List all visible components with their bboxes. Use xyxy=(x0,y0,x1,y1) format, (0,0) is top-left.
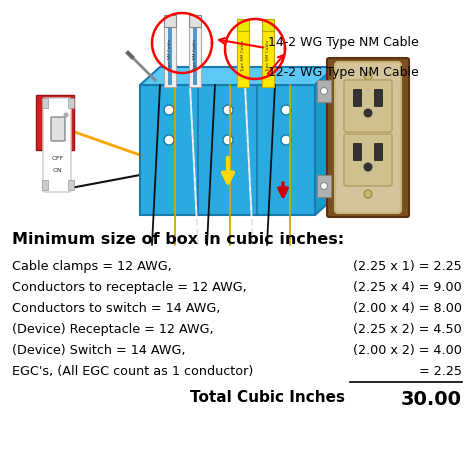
FancyBboxPatch shape xyxy=(51,117,65,141)
FancyBboxPatch shape xyxy=(335,62,401,213)
Bar xyxy=(193,27,197,85)
Bar xyxy=(262,19,274,31)
Circle shape xyxy=(64,112,69,118)
Circle shape xyxy=(320,182,328,190)
FancyBboxPatch shape xyxy=(344,134,392,186)
Bar xyxy=(262,30,274,87)
Polygon shape xyxy=(140,67,335,85)
Bar xyxy=(237,30,249,87)
Text: Cable clamps = 12 AWG,: Cable clamps = 12 AWG, xyxy=(12,260,172,273)
FancyBboxPatch shape xyxy=(374,90,383,107)
Text: ON: ON xyxy=(53,167,63,173)
Text: Type NM Cable: Type NM Cable xyxy=(241,40,245,72)
Bar xyxy=(164,15,176,27)
Text: = 2.25: = 2.25 xyxy=(419,365,462,378)
FancyBboxPatch shape xyxy=(327,58,409,217)
Text: (2.00 x 2) = 4.00: (2.00 x 2) = 4.00 xyxy=(353,344,462,357)
Circle shape xyxy=(364,109,373,118)
Bar xyxy=(317,175,331,197)
Text: (2.25 x 4) = 9.00: (2.25 x 4) = 9.00 xyxy=(353,281,462,294)
Text: 14-2 WG Type NM Cable: 14-2 WG Type NM Cable xyxy=(268,36,419,48)
Text: (Device) Receptacle = 12 AWG,: (Device) Receptacle = 12 AWG, xyxy=(12,323,214,336)
Text: (Device) Switch = 14 AWG,: (Device) Switch = 14 AWG, xyxy=(12,344,185,357)
Bar xyxy=(189,15,201,27)
Text: EGC's, (All EGC count as 1 conductor): EGC's, (All EGC count as 1 conductor) xyxy=(12,365,253,378)
FancyBboxPatch shape xyxy=(43,98,71,192)
Bar xyxy=(237,19,249,31)
Text: (2.25 x 2) = 4.50: (2.25 x 2) = 4.50 xyxy=(353,323,462,336)
Bar xyxy=(36,95,74,150)
Text: Type NM Cable: Type NM Cable xyxy=(168,39,172,71)
Bar xyxy=(68,180,74,190)
Text: (2.00 x 4) = 8.00: (2.00 x 4) = 8.00 xyxy=(353,302,462,315)
Bar xyxy=(317,80,331,102)
Bar xyxy=(42,180,48,190)
Circle shape xyxy=(364,163,373,172)
Polygon shape xyxy=(315,67,335,215)
Bar xyxy=(68,98,74,108)
Bar xyxy=(140,85,315,215)
Text: Conductors to switch = 14 AWG,: Conductors to switch = 14 AWG, xyxy=(12,302,220,315)
Text: Type NM Cable: Type NM Cable xyxy=(266,40,270,72)
FancyBboxPatch shape xyxy=(374,144,383,161)
Circle shape xyxy=(364,190,372,198)
Circle shape xyxy=(364,72,372,80)
Bar xyxy=(189,25,201,87)
Text: Conductors to receptacle = 12 AWG,: Conductors to receptacle = 12 AWG, xyxy=(12,281,247,294)
FancyBboxPatch shape xyxy=(354,90,362,107)
Circle shape xyxy=(281,105,291,115)
Text: Type NM Cable: Type NM Cable xyxy=(193,39,197,71)
Text: OFF: OFF xyxy=(52,155,64,161)
Circle shape xyxy=(223,135,233,145)
Text: 30.00: 30.00 xyxy=(401,390,462,409)
Circle shape xyxy=(281,135,291,145)
Circle shape xyxy=(164,105,174,115)
Circle shape xyxy=(320,88,328,94)
Text: Minimum size of box in cubic inches:: Minimum size of box in cubic inches: xyxy=(12,232,344,247)
Text: (2.25 x 1) = 2.25: (2.25 x 1) = 2.25 xyxy=(353,260,462,273)
Text: 12-2 WG Type NM Cable: 12-2 WG Type NM Cable xyxy=(268,65,419,79)
Bar xyxy=(42,98,48,108)
Bar xyxy=(164,25,176,87)
FancyBboxPatch shape xyxy=(354,144,362,161)
FancyBboxPatch shape xyxy=(344,80,392,132)
Circle shape xyxy=(164,135,174,145)
Circle shape xyxy=(223,105,233,115)
Bar xyxy=(168,27,172,85)
Text: Total Cubic Inches: Total Cubic Inches xyxy=(190,390,345,405)
